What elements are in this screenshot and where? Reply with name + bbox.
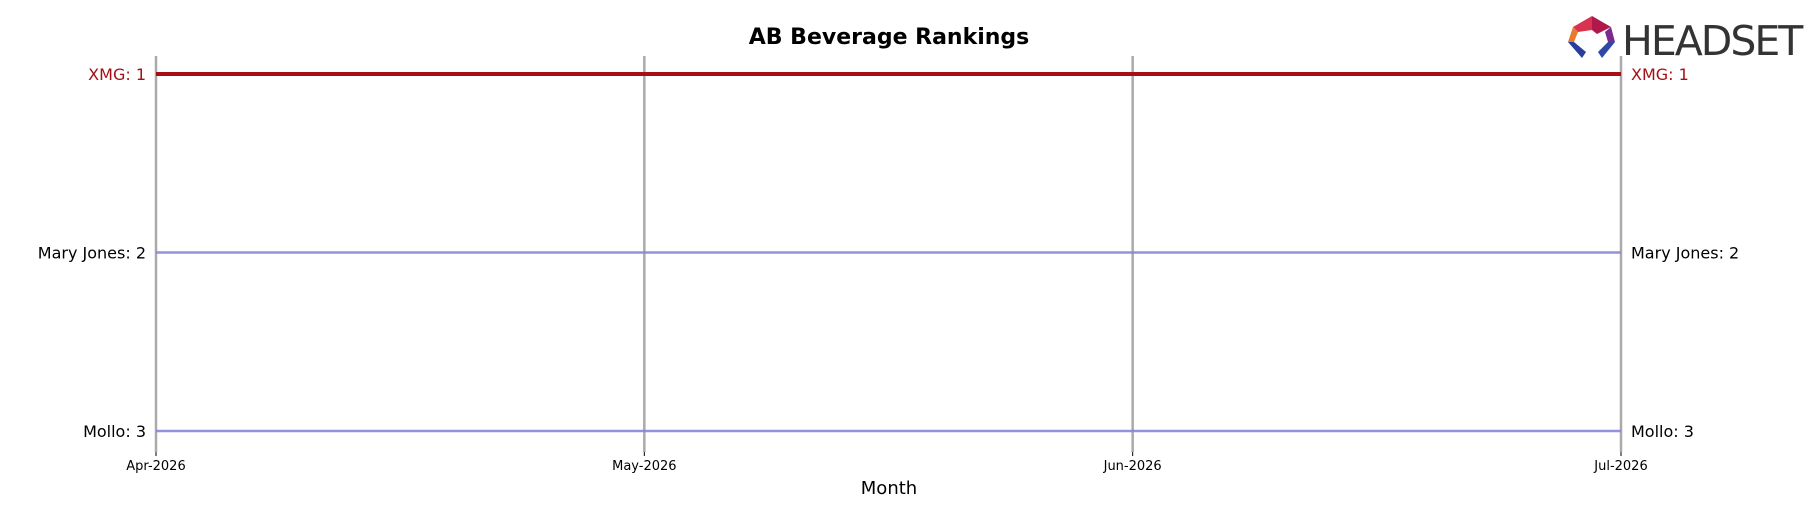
rank-label-left: Mary Jones: 2 — [38, 244, 146, 263]
x-tick-label: Apr-2026 — [126, 459, 185, 474]
rank-label-right: Mollo: 3 — [1631, 422, 1694, 441]
rank-label-right: XMG: 1 — [1631, 65, 1689, 84]
x-tick-label: Jun-2026 — [1103, 459, 1162, 474]
left-rank-labels: Mary Jones: 2 Mollo: 3 XMG: 1 — [38, 65, 146, 441]
headset-wordmark: HEADSET — [1622, 17, 1804, 65]
gridlines — [154, 56, 1623, 452]
headset-hexagon-icon — [1568, 16, 1615, 58]
rank-label-left: XMG: 1 — [88, 65, 146, 84]
x-tick-label: May-2026 — [612, 459, 676, 474]
x-axis-ticks: Apr-2026 May-2026 Jun-2026 Jul-2026 — [126, 452, 1648, 474]
rank-label-left: Mollo: 3 — [83, 422, 146, 441]
right-rank-labels: Mary Jones: 2 Mollo: 3 XMG: 1 — [1631, 65, 1739, 441]
x-tick-label: Jul-2026 — [1593, 459, 1647, 474]
x-axis-label: Month — [861, 478, 917, 499]
headset-logo: HEADSET — [1568, 16, 1805, 65]
rank-label-right: Mary Jones: 2 — [1631, 244, 1739, 263]
chart-title: AB Beverage Rankings — [749, 25, 1030, 50]
series-lines — [156, 72, 1621, 433]
